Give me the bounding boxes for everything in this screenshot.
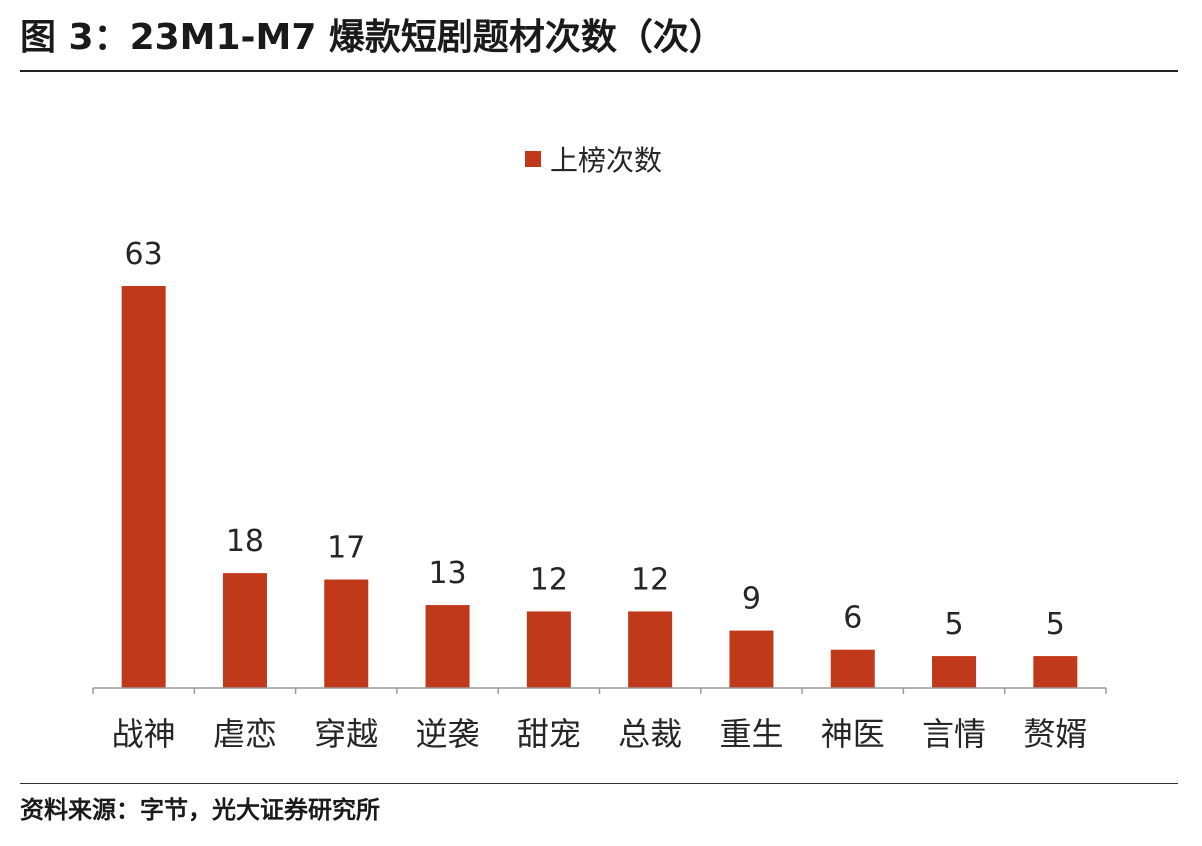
data-labels: 63 18 17 13 12 12 9 6 5 5 <box>125 237 1065 642</box>
data-label: 9 <box>742 582 761 617</box>
category-label: 虐恋 <box>213 715 277 753</box>
category-labels: 战神 虐恋 穿越 逆袭 甜宠 总裁 重生 神医 言情 赘婿 <box>112 715 1088 753</box>
bar-7 <box>729 630 774 688</box>
data-label: 18 <box>226 524 264 559</box>
data-label: 12 <box>631 562 669 597</box>
bar-8 <box>830 649 875 688</box>
data-label: 63 <box>125 237 163 272</box>
category-label: 重生 <box>719 715 783 753</box>
data-label: 13 <box>428 556 466 591</box>
category-label: 神医 <box>821 715 885 753</box>
category-label: 总裁 <box>618 715 682 753</box>
data-label: 5 <box>945 607 964 642</box>
data-label: 12 <box>530 562 568 597</box>
chart-legend: 上榜次数 <box>525 144 662 177</box>
bar-1 <box>121 286 166 688</box>
data-label: 17 <box>327 531 365 566</box>
bar-6 <box>628 611 673 688</box>
title-divider <box>20 70 1178 72</box>
source-note: 资料来源：字节，光大证券研究所 <box>20 796 380 824</box>
bar-4 <box>425 605 470 688</box>
source-divider <box>20 783 1178 784</box>
category-label: 赘婿 <box>1023 715 1087 753</box>
data-label: 6 <box>843 601 862 636</box>
legend-label: 上榜次数 <box>550 144 662 177</box>
category-label: 甜宠 <box>517 715 581 753</box>
bar-3 <box>324 579 369 688</box>
bar-2 <box>222 573 267 688</box>
figure-title: 图 3：23M1-M7 爆款短剧题材次数（次） <box>20 17 725 58</box>
bar-9 <box>932 656 977 688</box>
bar-5 <box>526 611 571 688</box>
category-label: 言情 <box>922 715 986 753</box>
category-label: 穿越 <box>314 715 378 753</box>
category-label: 战神 <box>112 715 176 753</box>
bars <box>121 286 1078 688</box>
x-axis <box>92 687 1107 694</box>
legend-swatch <box>525 151 541 167</box>
category-label: 逆袭 <box>416 715 480 753</box>
data-label: 5 <box>1046 607 1065 642</box>
bar-10 <box>1033 656 1078 688</box>
